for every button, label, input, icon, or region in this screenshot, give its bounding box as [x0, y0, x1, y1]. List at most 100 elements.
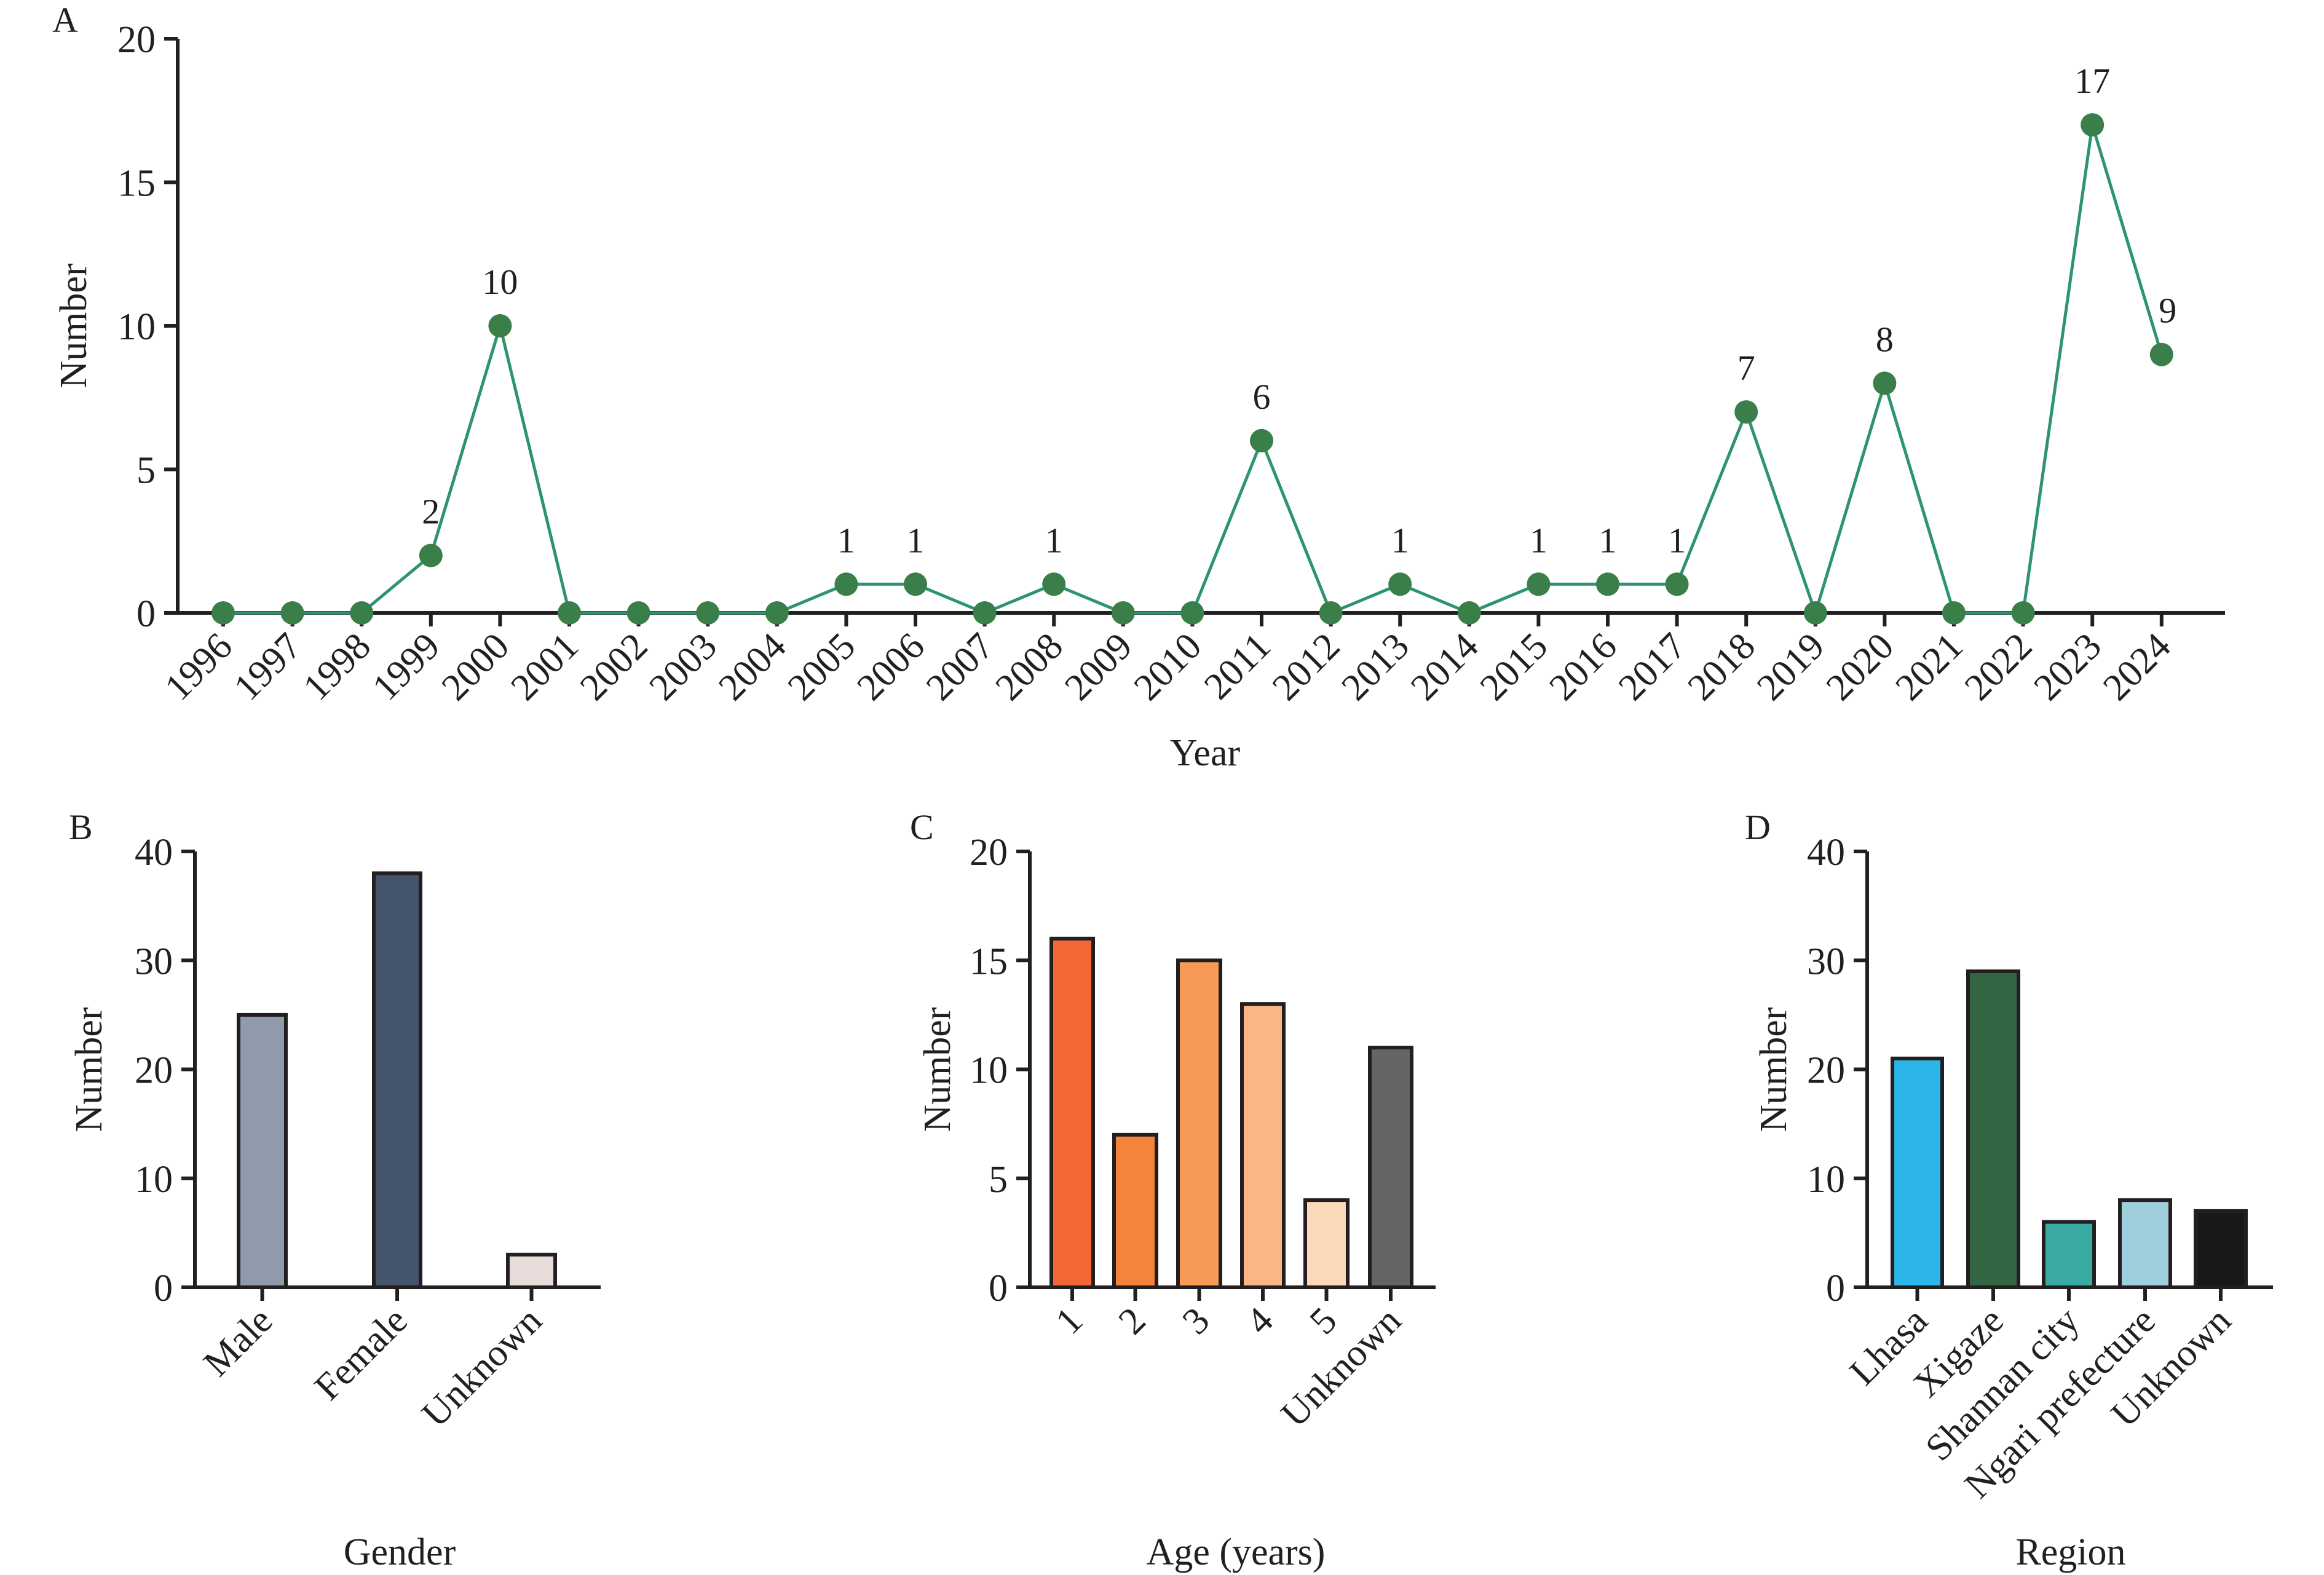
- panel-a-data-label: 1: [1668, 520, 1686, 560]
- panel-a-x-tick-label: 1999: [365, 625, 448, 709]
- panel-b-bar: [237, 1012, 288, 1289]
- panel-a-data-label: 17: [2074, 61, 2110, 101]
- panel-d-y-tick-label: 30: [1807, 941, 1845, 982]
- panel-a-x-tick-label: 1996: [157, 625, 240, 709]
- panel-d-bar: [2118, 1198, 2172, 1289]
- panel-c-y-tick-label: 0: [989, 1268, 1008, 1309]
- panel-d-y-tick-label: 0: [1826, 1268, 1845, 1309]
- panel-a-x-tick-label: 2000: [434, 625, 518, 709]
- panel-a-data-point: [211, 601, 235, 625]
- panel-d-y-tick-label: 20: [1807, 1050, 1845, 1092]
- panel-a-x-tick-label: 1998: [295, 625, 379, 709]
- panel-c-x-tick-label: 1: [1048, 1300, 1091, 1343]
- panel-c-bar: [1112, 1132, 1158, 1289]
- panel-b-y-tick-label: 10: [135, 1159, 173, 1201]
- panel-a-x-tick-label: 2009: [1057, 625, 1140, 709]
- panel-a-data-label: 8: [1876, 319, 1894, 359]
- panel-a-data-point: [1457, 601, 1481, 625]
- panel-a-plot: 0510152019961997199819992000200120022003…: [117, 19, 2225, 709]
- panel-a-data-label: 7: [1737, 348, 1755, 388]
- panel-a-data-point: [973, 601, 997, 625]
- panel-a-x-tick-label: 2018: [1680, 625, 1763, 709]
- panel-c-x-tick-label: Unknown: [1273, 1300, 1409, 1435]
- panel-a-data-point: [1319, 601, 1343, 625]
- panel-a-data-point: [1803, 601, 1827, 625]
- panel-a: A 05101520199619971998199920002001200220…: [52, 0, 2225, 774]
- panel-a-data-point: [834, 572, 858, 596]
- panel-d-ylabel: Number: [1753, 1007, 1795, 1132]
- panel-c-xlabel: Age (years): [1147, 1531, 1326, 1573]
- panel-b-bar: [506, 1252, 557, 1289]
- panel-a-data-point: [1596, 572, 1619, 596]
- panel-b-y-tick-label: 30: [135, 941, 173, 982]
- panel-c-y-tick-label: 15: [970, 941, 1008, 982]
- panel-a-y-tick-label: 0: [136, 593, 156, 635]
- panel-c-x-tick-label: 3: [1174, 1300, 1217, 1343]
- panel-a-data-point: [1250, 428, 1273, 452]
- panel-a-data-point: [280, 601, 304, 625]
- panel-a-x-tick-label: 2021: [1887, 625, 1971, 709]
- panel-c-x-tick-label: 4: [1238, 1300, 1281, 1343]
- panel-a-data-point: [626, 601, 650, 625]
- panel-a-y-tick-label: 5: [136, 450, 156, 492]
- panel-a-x-tick-label: 2024: [2095, 625, 2179, 709]
- panel-a-data-point: [1527, 572, 1551, 596]
- panel-a-data-point: [2081, 113, 2105, 137]
- panel-a-data-point: [1873, 371, 1897, 395]
- panel-b-xlabel: Gender: [344, 1531, 456, 1573]
- panel-a-x-tick-label: 2008: [987, 625, 1071, 709]
- panel-c-bar: [1049, 936, 1095, 1290]
- panel-c-y-tick-label: 10: [970, 1050, 1008, 1092]
- panel-a-x-tick-label: 2010: [1126, 625, 1210, 709]
- panel-a-data-point: [2149, 342, 2173, 366]
- panel-a-data-point: [350, 601, 374, 625]
- panel-a-x-tick-label: 1997: [226, 625, 310, 709]
- panel-a-data-point: [1734, 400, 1758, 424]
- panel-a-ylabel: Number: [53, 263, 95, 389]
- panel-c-bar: [1303, 1198, 1350, 1289]
- panel-d-bar: [2042, 1220, 2096, 1290]
- panel-d-y-tick-label: 10: [1807, 1159, 1845, 1201]
- panel-a-data-label: 1: [907, 520, 925, 560]
- panel-c-bar: [1368, 1046, 1413, 1290]
- panel-a-data-label: 9: [2159, 291, 2176, 331]
- panel-c-bar: [1176, 958, 1222, 1289]
- panel-b-y-tick-label: 20: [135, 1050, 173, 1092]
- panel-a-data-point: [1388, 572, 1412, 596]
- panel-a-data-label: 6: [1253, 377, 1271, 417]
- panel-b-x-tick-label: Unknown: [414, 1300, 550, 1435]
- panel-a-x-tick-label: 2020: [1819, 625, 1902, 709]
- panel-b-x-tick-label: Female: [307, 1300, 416, 1408]
- panel-a-x-tick-label: 2002: [572, 625, 656, 709]
- panel-a-x-tick-label: 2017: [1611, 625, 1694, 709]
- panel-a-data-point: [1042, 572, 1066, 596]
- panel-b-ylabel: Number: [68, 1007, 110, 1132]
- panel-d-bar: [2194, 1209, 2248, 1290]
- panel-a-x-tick-label: 2007: [919, 625, 1002, 709]
- panel-a-x-tick-label: 2014: [1403, 625, 1487, 709]
- panel-b-y-tick-label: 0: [154, 1268, 173, 1309]
- panel-a-data-point: [1665, 572, 1689, 596]
- panel-a-data-label: 1: [1530, 520, 1547, 560]
- panel-a-x-tick-label: 2003: [641, 625, 725, 709]
- panel-a-data-label: 1: [1045, 520, 1063, 560]
- panel-c-bar: [1240, 1002, 1286, 1290]
- panel-a-data-point: [2011, 601, 2035, 625]
- panel-a-data-label: 1: [1391, 520, 1409, 560]
- panel-a-x-tick-label: 2015: [1472, 625, 1556, 709]
- panel-a-data-point: [1942, 601, 1966, 625]
- panel-a-label: A: [52, 0, 78, 40]
- panel-a-data-label: 1: [837, 520, 855, 560]
- panel-d-label: D: [1745, 807, 1771, 847]
- panel-a-data-point: [488, 314, 512, 338]
- panel-a-x-tick-label: 2005: [780, 625, 864, 709]
- panel-a-x-tick-label: 2022: [1957, 625, 2041, 709]
- panel-c-label: C: [910, 807, 934, 847]
- panel-a-x-tick-label: 2011: [1196, 625, 1279, 708]
- panel-d-bar: [1891, 1056, 1944, 1290]
